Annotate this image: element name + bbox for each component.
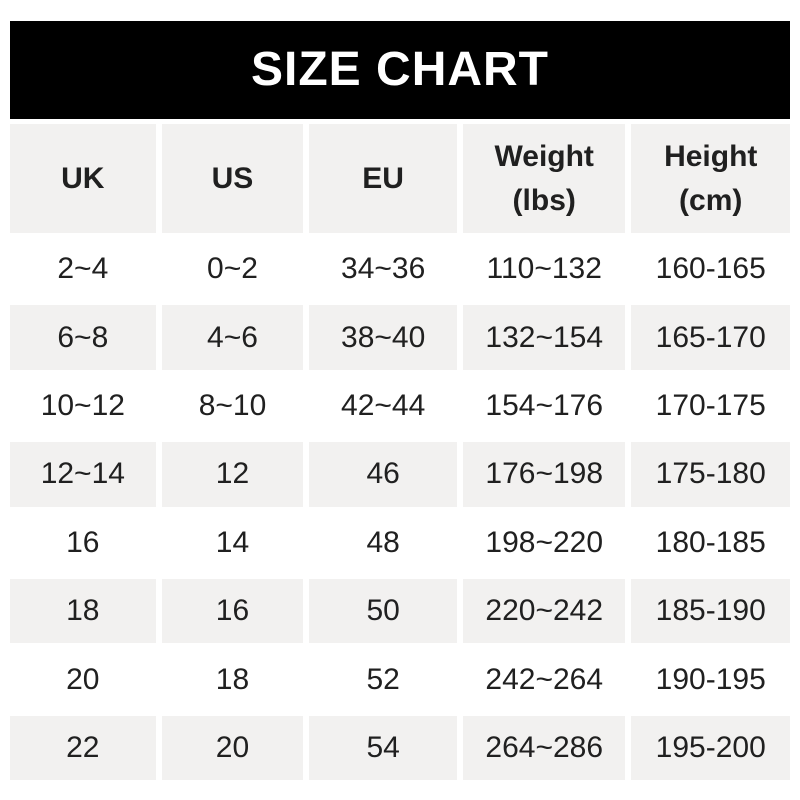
size-cell: 132~154 [462,305,626,370]
size-cell: 14 [215,525,250,559]
size-cell: 8~10 [198,388,267,422]
size-cell: 42~44 [341,388,426,422]
size-cell: 16 [66,525,100,559]
size-cell: 195-200 [631,715,790,781]
size-cell: 160-165 [655,252,766,286]
page-title: SIZE CHART [251,43,549,96]
column-sublabel: (lbs) [512,183,576,217]
title-banner: SIZE CHART [10,21,790,119]
size-cell: 50 [309,578,457,644]
size-cell: 34~36 [341,252,426,286]
size-cell: 22 [10,715,156,781]
size-cell: 18 [215,662,250,696]
size-cell: 170-175 [655,388,766,422]
size-cell: 154~176 [485,388,604,422]
size-cell: 198~220 [485,525,604,559]
column-sublabel: (cm) [679,183,743,217]
size-cell: 190-195 [655,662,766,696]
size-cell: 4~6 [161,305,304,370]
size-cell: 54 [309,715,457,781]
column-header-uk: UK [10,124,156,233]
size-cell: 20 [161,715,304,781]
column-label: Weight [494,139,594,173]
size-cell: 110~132 [486,252,602,286]
size-cell: 46 [309,442,457,507]
size-cell: 52 [366,662,400,696]
size-cell: 0~2 [207,252,258,286]
column-header-weight: Weight (lbs) [462,124,626,233]
column-label: US [211,161,254,195]
size-cell: 264~286 [462,715,626,781]
column-header-height: Height (cm) [631,124,790,233]
column-header-us: US [161,124,304,233]
size-cell: 180-185 [655,525,766,559]
size-chart-table: UK US EU Weight (lbs) Height (cm) 2~4 0~2 … [10,124,790,781]
size-cell: 12~14 [10,442,156,507]
size-cell: 16 [161,578,304,644]
size-cell: 165-170 [631,305,790,370]
size-cell: 38~40 [309,305,457,370]
page: { "chart_data": { "type": "table", "titl… [0,21,800,800]
size-cell: 220~242 [462,578,626,644]
column-label: EU [362,161,404,195]
size-cell: 18 [10,578,156,644]
size-chart-container: SIZE CHART UK US EU Weight (lbs) Height (c… [10,21,790,781]
size-cell: 10~12 [40,388,125,422]
column-label: UK [61,161,105,195]
size-cell: 12 [161,442,304,507]
size-cell: 185-190 [631,578,790,644]
size-cell: 6~8 [10,305,156,370]
size-cell: 2~4 [57,252,109,286]
size-cell: 175-180 [631,442,790,507]
column-header-eu: EU [309,124,457,233]
size-cell: 176~198 [462,442,626,507]
column-label: Height [664,139,758,173]
size-cell: 48 [366,525,400,559]
size-cell: 20 [66,662,100,696]
size-cell: 242~264 [485,662,604,696]
